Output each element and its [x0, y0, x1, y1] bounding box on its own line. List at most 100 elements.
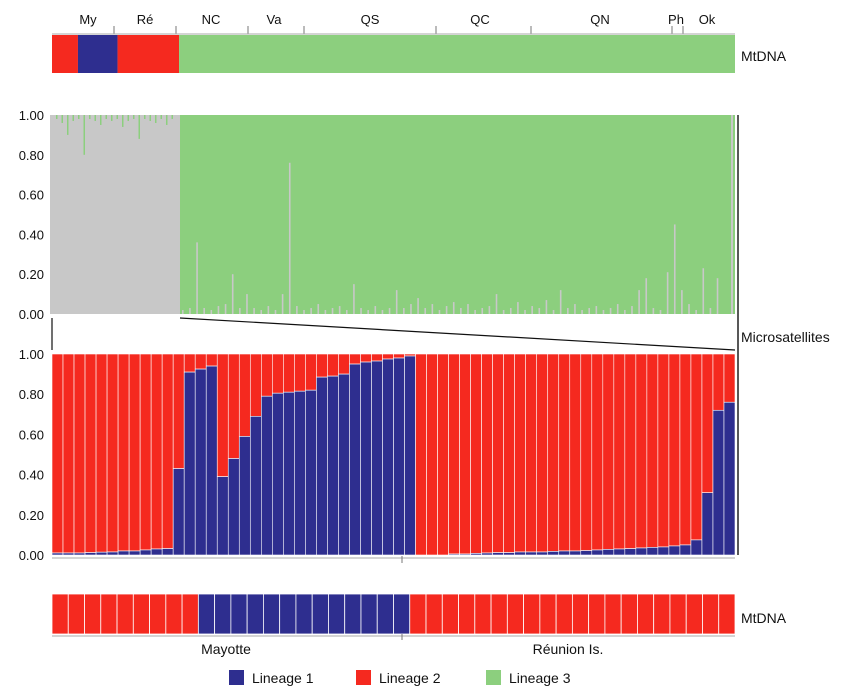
mtdna-cell	[295, 593, 313, 635]
lineage2-bar	[393, 353, 405, 359]
lineage3-speck	[160, 115, 162, 119]
lineage3-speck	[171, 115, 173, 119]
lineage1-bar	[261, 395, 273, 556]
lineage2-bar	[679, 353, 692, 546]
grey-spike	[431, 304, 434, 314]
lineage2-bar	[338, 353, 350, 375]
grey-spike	[517, 302, 519, 314]
grey-spike	[695, 310, 697, 314]
lineage1-bar	[635, 547, 648, 556]
lineage2-bar	[139, 353, 152, 551]
grey-spike	[495, 294, 498, 314]
mtdna-segment	[179, 35, 736, 73]
y-tick-label: 0.00	[19, 307, 44, 322]
y-tick-label: 1.00	[19, 108, 44, 123]
mtdna-cell	[441, 593, 459, 635]
lineage2-bar	[84, 353, 97, 553]
grey-spike	[567, 308, 569, 314]
lineage1-bar	[569, 550, 582, 556]
grey-spike	[367, 310, 369, 314]
lineage1-bar	[393, 357, 405, 556]
lineage2-bar	[481, 353, 493, 554]
lineage1-bar	[492, 552, 504, 556]
lineage1-bar	[62, 552, 75, 556]
lineage1-bar	[360, 361, 372, 556]
mtdna-cell	[279, 593, 297, 635]
lineage1-bar	[227, 458, 240, 556]
lineage2-bar	[183, 353, 196, 373]
lineage1-bar	[404, 355, 416, 556]
lineage1-bar	[668, 545, 681, 556]
grey-spike	[353, 284, 355, 314]
lineage1-bar	[536, 551, 549, 556]
lineage2-bar	[668, 353, 681, 547]
lineage2-bar	[701, 353, 714, 493]
grey-spike	[317, 304, 320, 314]
lineage3-speck	[67, 115, 69, 135]
lineage1-bar	[503, 552, 515, 556]
lineage1-bar	[249, 416, 262, 556]
mtdna-cell	[376, 593, 394, 635]
lineage3-speck	[122, 115, 124, 127]
lineage3-speck	[83, 115, 85, 155]
mtdna-cell	[197, 593, 216, 635]
grey-spike	[374, 306, 377, 314]
grey-spike	[467, 304, 469, 314]
lineage1-bar	[294, 390, 306, 556]
lineage2-bar	[161, 353, 174, 549]
grey-spike	[189, 308, 191, 314]
lineage2-bar	[492, 353, 504, 553]
lineage1-bar	[183, 371, 196, 556]
grey-spike	[331, 308, 334, 314]
grey-spike	[545, 300, 548, 314]
grey-spike	[460, 308, 462, 314]
mtdna-segment	[117, 35, 180, 73]
lineage1-bar	[646, 547, 659, 556]
lineage2-bar	[316, 353, 328, 378]
lineage2-bar	[150, 353, 163, 550]
lineage1-bar	[272, 392, 284, 556]
grey-spike	[688, 304, 690, 314]
lineage3-speck	[138, 115, 140, 139]
grey-spike	[502, 310, 505, 314]
mtdna-segment	[77, 35, 118, 73]
grey-spike	[231, 274, 234, 314]
lineage2-bar	[635, 353, 648, 549]
lineage3-speck	[166, 115, 168, 125]
mtdna-cell	[116, 593, 134, 635]
grey-assignment-region	[50, 115, 180, 314]
population-label: NC	[202, 12, 221, 27]
lineage1-bar	[459, 553, 471, 556]
lineage3-speck	[144, 115, 146, 119]
y-tick-label: 0.80	[19, 387, 44, 402]
lineage1-bar	[470, 553, 482, 556]
lineage1-bar	[448, 553, 460, 556]
grey-spike	[395, 290, 398, 314]
lineage2-bar	[249, 353, 262, 417]
lineage1-bar	[481, 552, 493, 556]
lineage1-bar	[514, 551, 526, 556]
lineage2-bar	[216, 353, 229, 477]
mtdna-cell	[132, 593, 150, 635]
y-tick-label: 0.20	[19, 267, 44, 282]
mtdna-cell	[425, 593, 443, 635]
grey-spike	[338, 306, 341, 314]
legend-swatch	[229, 670, 244, 685]
lineage1-bar	[349, 363, 361, 556]
y-tick-label: 0.00	[19, 548, 44, 563]
grey-spike	[602, 310, 605, 314]
grey-spike	[288, 162, 291, 314]
lineage2-bar	[415, 353, 427, 556]
grey-spike	[345, 310, 348, 314]
lineage2-bar	[117, 353, 130, 552]
lineage2-bar	[536, 353, 549, 553]
mtdna-cell	[490, 593, 508, 635]
lineage3-speck	[100, 115, 102, 125]
grey-spike	[239, 308, 241, 314]
population-label: QS	[361, 12, 380, 27]
lineage2-bar	[547, 353, 560, 552]
mtdna-cell	[360, 593, 378, 635]
mtdna-cell	[702, 593, 720, 635]
lineage1-bar	[624, 548, 637, 556]
